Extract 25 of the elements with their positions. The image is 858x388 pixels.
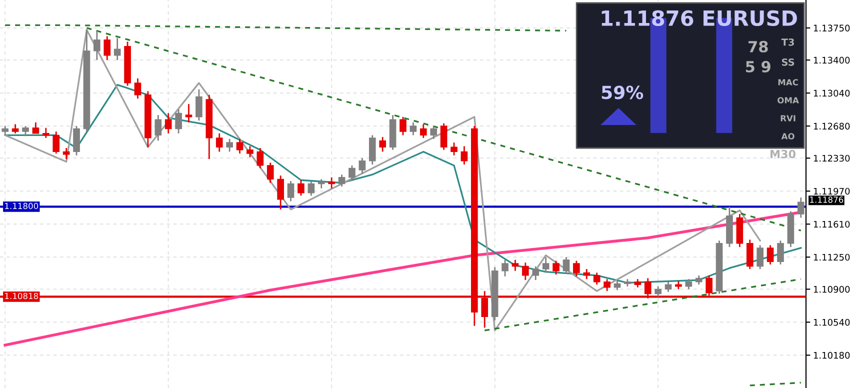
- annotation: SS: [782, 58, 794, 66]
- y-tick-label: 1.11610: [814, 220, 850, 228]
- ref-line-label: 1.11800: [5, 202, 38, 210]
- y-tick-label: 1.13040: [814, 90, 850, 97]
- annotation: 78: [748, 40, 768, 52]
- y-tick-label: 1.10180: [814, 352, 850, 359]
- annotation: 59%: [602, 86, 644, 100]
- y-tick-label: 1.11250: [814, 254, 850, 261]
- y-tick-label: 1.12330: [814, 154, 850, 162]
- annotation: RVI: [780, 115, 796, 122]
- annotation: OMA: [778, 97, 799, 104]
- y-tick-label: 1.10900: [814, 286, 850, 293]
- text: 1.11876: [810, 196, 844, 203]
- ref-line-label: 1.10818: [5, 292, 38, 300]
- y-tick-label: 1.11970: [814, 188, 850, 195]
- annotation: 1.11876 EURUSD: [602, 10, 797, 26]
- y-tick-label: 1.13750: [814, 24, 850, 32]
- y-tick-label: 1.10540: [814, 318, 850, 326]
- annotation: T3: [781, 38, 794, 46]
- annotation: M30: [770, 150, 796, 158]
- annotation: AO: [781, 133, 794, 140]
- annotation: MAC: [778, 79, 798, 86]
- annotation: 5 9: [746, 60, 770, 72]
- y-tick-label: 1.13400: [814, 56, 850, 64]
- y-tick-label: 1.12680: [814, 122, 850, 130]
